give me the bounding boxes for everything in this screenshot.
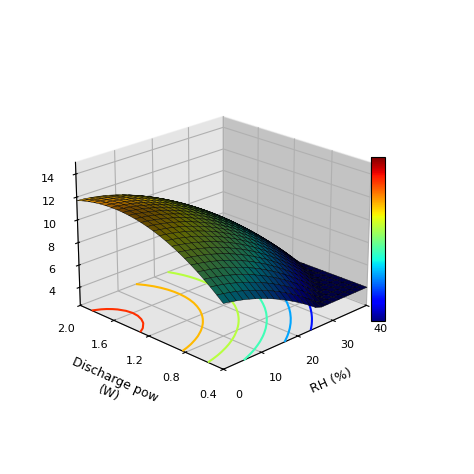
X-axis label: RH (%): RH (%)	[309, 366, 354, 396]
Y-axis label: Discharge pow
(W): Discharge pow (W)	[64, 355, 160, 418]
